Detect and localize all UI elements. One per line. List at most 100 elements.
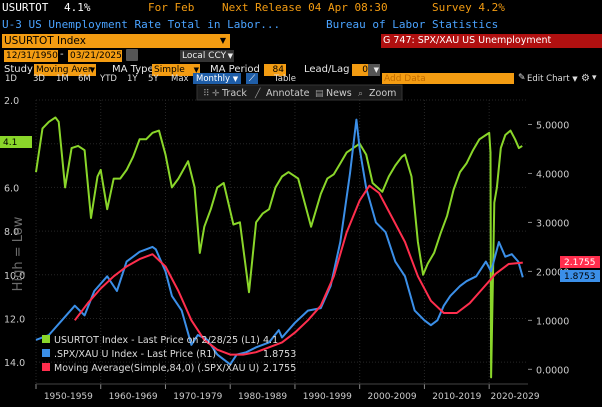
date-separator: -	[60, 49, 64, 60]
ma-period-field[interactable]: 84	[264, 64, 286, 76]
lead-lag-dropdown[interactable]: ▼	[368, 64, 380, 76]
float-toolbar-bg	[196, 84, 403, 101]
period: For Feb	[148, 1, 195, 14]
toolbar: 1D 3D 1M 6M YTD 1Y 5Y Max Monthly ▼ ⟋ Ta…	[0, 73, 602, 85]
x-tick-label: 1990-1999	[303, 392, 352, 402]
current-value: 4.1%	[64, 1, 91, 14]
start-date-field[interactable]: 12/31/1950	[4, 50, 58, 62]
left-tick-label: 2.0	[4, 96, 19, 107]
legend-swatch-blue	[42, 349, 50, 357]
chevron-down-icon: ▼	[89, 66, 95, 74]
ticker: USURTOT	[2, 1, 49, 14]
range-5y[interactable]: 5Y	[148, 74, 159, 84]
end-date-field[interactable]: 03/21/2025	[68, 50, 122, 62]
header-row: USURTOT 4.1% For Feb Next Release 04 Apr…	[0, 0, 602, 17]
line-chart-icon[interactable]: ⟋	[246, 73, 258, 85]
legend-value-green: 4.1	[263, 335, 278, 346]
left-tick-label: 12.0	[4, 314, 25, 325]
ma-type-label: MA Type	[112, 64, 154, 75]
track-button[interactable]: Track	[221, 88, 247, 99]
series-layer	[35, 116, 524, 379]
spx-xau-line	[35, 118, 524, 366]
x-tick-label: 1960-1969	[109, 392, 158, 402]
more-icon[interactable]: ▾	[592, 73, 597, 83]
float-toolbar: ⠿ ✛ Track ╱ Annotate ▤ News ⌕ Zoom	[196, 84, 403, 101]
chart-plot[interactable]: 2.04.06.08.010.012.014.0 5.00004.00003.0…	[0, 84, 602, 407]
legend-label-blue: .SPX/XAU U Index - Last Price (R1)	[54, 349, 216, 360]
legend-swatch-red	[42, 363, 50, 371]
legend-value-blue: 1.8753	[263, 349, 296, 360]
range-1d[interactable]: 1D	[5, 74, 17, 84]
green-value-tag-text: 4.1	[3, 138, 17, 148]
study-label: Study	[4, 64, 33, 75]
calendar-icon[interactable]	[126, 49, 138, 61]
legend: USURTOT Index - Last Price on 2/28/25 (L…	[42, 335, 296, 374]
graph-title: G 747: SPX/XAU US Unemployment	[381, 34, 602, 48]
news-button[interactable]: News	[326, 88, 352, 99]
ma-type-select[interactable]: Simple ▼	[152, 64, 200, 76]
left-axis-title: High = Low	[11, 216, 26, 291]
green-value-tag	[0, 136, 32, 148]
x-tick-label: 1950-1959	[44, 392, 93, 402]
right-tick-label: 5.0000	[536, 120, 569, 131]
chevron-down-icon: ▼	[193, 66, 199, 74]
annotate-icon: ╱	[254, 87, 261, 99]
data-source: Bureau of Labor Statistics	[326, 18, 499, 31]
chevron-down-icon: ▼	[219, 36, 226, 45]
left-tick-label: 10.0	[4, 271, 25, 282]
x-tick-label: 2000-2009	[368, 392, 417, 402]
description-row: U-3 US Unemployment Rate Total in Labor.…	[0, 17, 602, 33]
frequency-select[interactable]: Monthly ▼	[193, 73, 242, 85]
title-bar: USURTOT Index ▼ G 747: SPX/XAU US Unempl…	[0, 34, 602, 48]
x-axis: 1950-1959 1960-1969 1970-1979 1980-1989 1990…	[35, 383, 540, 402]
range-max[interactable]: Max	[171, 74, 189, 84]
edit-chart-button[interactable]: Edit Chart ▼	[527, 74, 578, 84]
date-row: 12/31/1950 - 03/21/2025 Local CCY ▼	[0, 49, 602, 63]
settings-gear-icon[interactable]: ⚙	[581, 73, 590, 84]
survey: Survey 4.2%	[432, 1, 505, 14]
blue-value-tag-text: 1.8753	[564, 272, 596, 282]
table-button[interactable]: Table	[274, 74, 296, 84]
x-tick-label: 2010-2019	[432, 392, 481, 402]
plot-background	[0, 84, 602, 407]
left-tick-label: 6.0	[4, 183, 19, 194]
study-select[interactable]: Moving Aver ▼	[34, 64, 96, 76]
range-1m[interactable]: 1M	[56, 74, 69, 84]
x-tick-label: 2020-2029	[491, 392, 540, 402]
legend-swatch-green	[42, 335, 50, 343]
right-axis: 5.0000 4.0000 3.0000 2.0000 1.0000 0.0000	[528, 120, 569, 376]
blue-value-tag	[560, 270, 600, 282]
study-row: Study Moving Aver ▼ MA Type Simple ▼ MA …	[0, 64, 602, 77]
security-description: U-3 US Unemployment Rate Total in Labor.…	[2, 18, 281, 31]
red-value-tag-text: 2.1755	[564, 258, 596, 268]
news-icon: ▤	[315, 89, 324, 99]
range-3d[interactable]: 3D	[33, 74, 45, 84]
left-tick-label: 8.0	[4, 227, 19, 238]
lead-lag-field[interactable]: 0	[352, 64, 370, 76]
ma-period-label: MA Period	[210, 64, 260, 75]
drag-handle-icon[interactable]: ⠿	[203, 88, 210, 99]
chevron-down-icon: ▼	[232, 75, 239, 83]
legend-value-red: 2.1755	[263, 363, 296, 374]
add-data-input[interactable]: Add Data	[382, 73, 514, 85]
legend-label-red: Moving Average(Simple,84,0) (.SPX/XAU U)	[54, 363, 259, 374]
unemployment-line	[35, 116, 523, 379]
right-tick-label: 0.0000	[536, 365, 569, 376]
range-ytd[interactable]: YTD	[100, 74, 117, 84]
currency-select[interactable]: Local CCY ▼	[180, 50, 234, 62]
track-icon: ✛	[212, 89, 220, 99]
chevron-down-icon: ▼	[373, 66, 379, 74]
x-tick-label: 1980-1989	[238, 392, 287, 402]
right-tick-label: 4.0000	[536, 169, 569, 180]
range-1y[interactable]: 1Y	[127, 74, 138, 84]
right-tick-label: 3.0000	[536, 218, 569, 229]
index-title[interactable]: USURTOT Index ▼	[2, 34, 230, 48]
chevron-down-icon: ▼	[227, 52, 233, 60]
annotate-button[interactable]: Annotate	[266, 88, 310, 99]
value-tags: 4.1 2.1755 1.8753	[0, 136, 600, 282]
chevron-down-icon: ▼	[572, 75, 578, 83]
red-value-tag	[560, 256, 600, 268]
edit-pencil-icon[interactable]: ✎	[518, 73, 526, 83]
zoom-button[interactable]: Zoom	[369, 88, 396, 99]
range-6m[interactable]: 6M	[78, 74, 91, 84]
